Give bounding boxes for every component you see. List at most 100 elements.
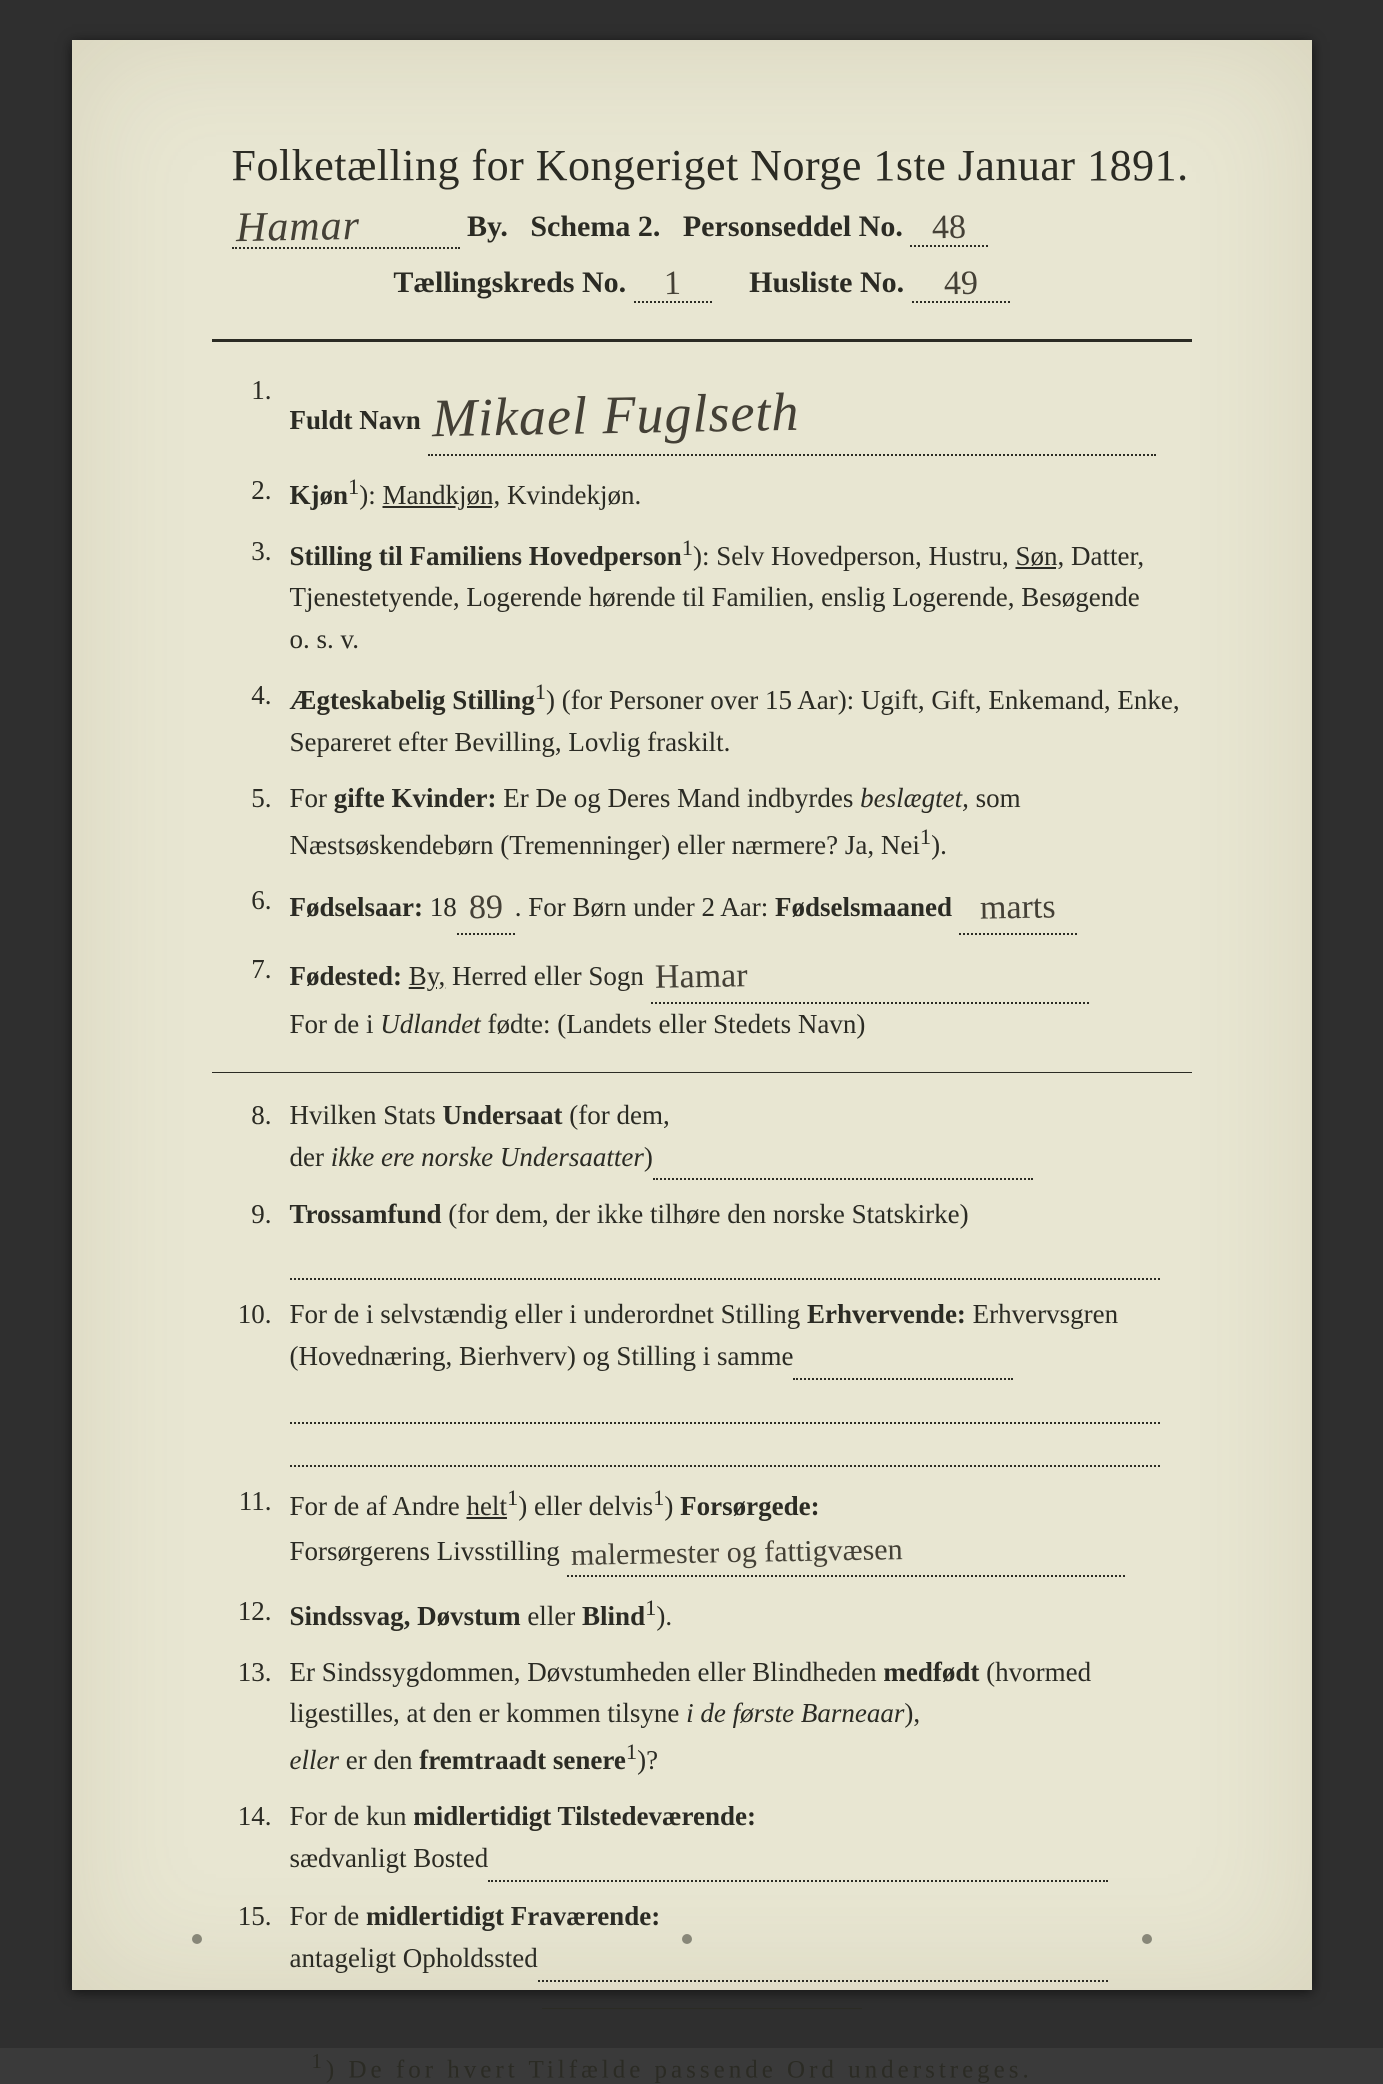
q2-opt1: Mandkjøn, <box>383 480 501 510</box>
q13-ital1: i de første Barneaar <box>686 1698 904 1728</box>
q14-bold: midlertidigt Tilstedeværende: <box>413 1801 756 1831</box>
q3-row: 3. Stilling til Familiens Hovedperson1):… <box>212 531 1192 662</box>
q11-text1: For de af Andre <box>290 1491 467 1521</box>
q10-row: 10. For de i selvstændig eller i underor… <box>212 1294 1192 1467</box>
q3-sep: ): <box>693 541 710 571</box>
q12-num: 12. <box>212 1591 290 1638</box>
q6-mid: . For Børn under 2 Aar: <box>515 892 775 922</box>
header-line-3: Tællingskreds No. 1 Husliste No. 49 <box>212 263 1192 303</box>
q2-num: 2. <box>212 470 290 517</box>
q2-sup: 1 <box>348 474 359 499</box>
q7-line2b: fødte: (Landets eller Stedets Navn) <box>481 1009 866 1039</box>
q11-num: 11. <box>212 1481 290 1576</box>
q4-row: 4. Ægteskabelig Stilling1) (for Personer… <box>212 675 1192 764</box>
q5-ital1: beslægtet, <box>860 783 969 813</box>
footnote-sup: 1 <box>312 2049 326 2073</box>
separator-footnote <box>542 2008 862 2009</box>
q9-row: 9. Trossamfund (for dem, der ikke tilhør… <box>212 1194 1192 1280</box>
husliste-label: Husliste No. <box>749 266 904 299</box>
q7-label: Fødested: <box>290 961 402 991</box>
q2-sep: ): <box>359 480 376 510</box>
q11-row: 11. For de af Andre helt1) eller delvis1… <box>212 1481 1192 1576</box>
q13-tail: )? <box>637 1745 658 1775</box>
q1-label: Fuldt Navn <box>290 405 421 435</box>
q10-bold1: Erhvervende: <box>807 1299 966 1329</box>
q11-line2: Forsørgerens Livsstilling <box>290 1536 560 1566</box>
q1-value: Mikael Fuglseth <box>431 371 800 461</box>
q3-label: Stilling til Familiens Hovedperson <box>290 541 682 571</box>
q8-line2b: ) <box>644 1142 653 1172</box>
q13-bold1: medfødt <box>883 1657 979 1687</box>
q6-row: 6. Fødselsaar: 1889. For Børn under 2 Aa… <box>212 880 1192 935</box>
q13-row: 13. Er Sindssygdommen, Døvstumheden elle… <box>212 1652 1192 1783</box>
q3-num: 3. <box>212 531 290 662</box>
by-label: By. <box>467 210 508 243</box>
q12-row: 12. Sindssvag, Døvstum eller Blind1). <box>212 1591 1192 1638</box>
q3-underlined: Søn, <box>1016 541 1065 571</box>
q13-line3-ital: eller <box>290 1745 339 1775</box>
q3-text1: Selv Hovedperson, Hustru, <box>716 541 1015 571</box>
q14-row: 14. For de kun midlertidigt Tilstedevære… <box>212 1796 1192 1882</box>
q8-row: 8. Hvilken Stats Undersaat (for dem, der… <box>212 1095 1192 1181</box>
form-list-2: 8. Hvilken Stats Undersaat (for dem, der… <box>212 1095 1192 1982</box>
q13-line3-bold: fremtraadt senere <box>419 1745 626 1775</box>
husliste-no: 49 <box>943 265 978 304</box>
punch-mark-mid <box>682 1934 692 1944</box>
q4-num: 4. <box>212 675 290 764</box>
q6-num: 6. <box>212 880 290 935</box>
q10-text1: For de i selvstændig eller i underordnet… <box>290 1299 807 1329</box>
q14-line2: sædvanligt Bosted <box>290 1843 489 1873</box>
q5-num: 5. <box>212 778 290 867</box>
q3-sup: 1 <box>682 535 693 560</box>
q11-sup2: 1 <box>653 1485 664 1510</box>
q2-label: Kjøn <box>290 480 349 510</box>
q8-text1: Hvilken Stats <box>290 1100 443 1130</box>
kreds-label: Tællingskreds No. <box>393 266 626 299</box>
q13-text1: Er Sindssygdommen, Døvstumheden eller Bl… <box>290 1657 884 1687</box>
q11-mid2: ) <box>664 1491 680 1521</box>
header-line-2: Hamar By. Schema 2. Personseddel No. 48 <box>212 199 1192 249</box>
q8-bold: Undersaat <box>443 1100 563 1130</box>
q1-num: 1. <box>212 370 290 456</box>
form-list: 1. Fuldt Navn Mikael Fuglseth 2. Kjøn1):… <box>212 370 1192 1046</box>
separator-top <box>212 339 1192 342</box>
kreds-no: 1 <box>664 265 682 303</box>
q8-num: 8. <box>212 1095 290 1181</box>
q12-bold: Sindssvag, Døvstum <box>290 1601 521 1631</box>
q5-row: 5. For gifte Kvinder: Er De og Deres Man… <box>212 778 1192 867</box>
q6-month-value: marts <box>979 882 1055 936</box>
q11-bold: Forsørgede: <box>680 1491 819 1521</box>
q12-sup: 1 <box>645 1595 656 1620</box>
q5-pre: For <box>290 783 334 813</box>
q10-num: 10. <box>212 1294 290 1467</box>
footnote: 1) De for hvert Tilfælde passende Ord un… <box>212 2049 1192 2084</box>
q3-text3: o. s. v. <box>290 624 360 654</box>
q13-text3: ), <box>904 1698 920 1728</box>
q15-row: 15. For de midlertidigt Fraværende: anta… <box>212 1896 1192 1982</box>
q4-sup: 1 <box>535 679 546 704</box>
q6-year-prefix: 18 <box>430 892 457 922</box>
city-value: Hamar <box>235 202 360 252</box>
q12-bold2: Blind <box>582 1601 645 1631</box>
q4-sep: ) <box>546 685 555 715</box>
q11-sup1: 1 <box>507 1485 518 1510</box>
q5-sep: ). <box>931 830 947 860</box>
q5-text1: Er De og Deres Mand indbyrdes <box>503 783 860 813</box>
q12-tail: ). <box>656 1601 672 1631</box>
q14-num: 14. <box>212 1796 290 1882</box>
q6-label: Fødselsaar: <box>290 892 423 922</box>
q15-text1: For de <box>290 1901 367 1931</box>
q4-label: Ægteskabelig Stilling <box>290 685 535 715</box>
q7-line2a: For de i <box>290 1009 381 1039</box>
footnote-text: ) De for hvert Tilfælde passende Ord und… <box>326 2056 1033 2083</box>
q2-opt2: Kvindekjøn. <box>507 480 641 510</box>
q8-line2-ital: ikke ere norske Undersaatter <box>331 1142 644 1172</box>
q15-bold: midlertidigt Fraværende: <box>366 1901 660 1931</box>
q2-row: 2. Kjøn1): Mandkjøn, Kvindekjøn. <box>212 470 1192 517</box>
q9-num: 9. <box>212 1194 290 1280</box>
personseddel-no: 48 <box>932 209 967 248</box>
q7-line2-ital: Udlandet <box>380 1009 481 1039</box>
q7-row: 7. Fødested: By, Herred eller Sogn Hamar… <box>212 949 1192 1046</box>
q5-label: gifte Kvinder: <box>334 783 497 813</box>
q11-und1: helt <box>466 1491 507 1521</box>
